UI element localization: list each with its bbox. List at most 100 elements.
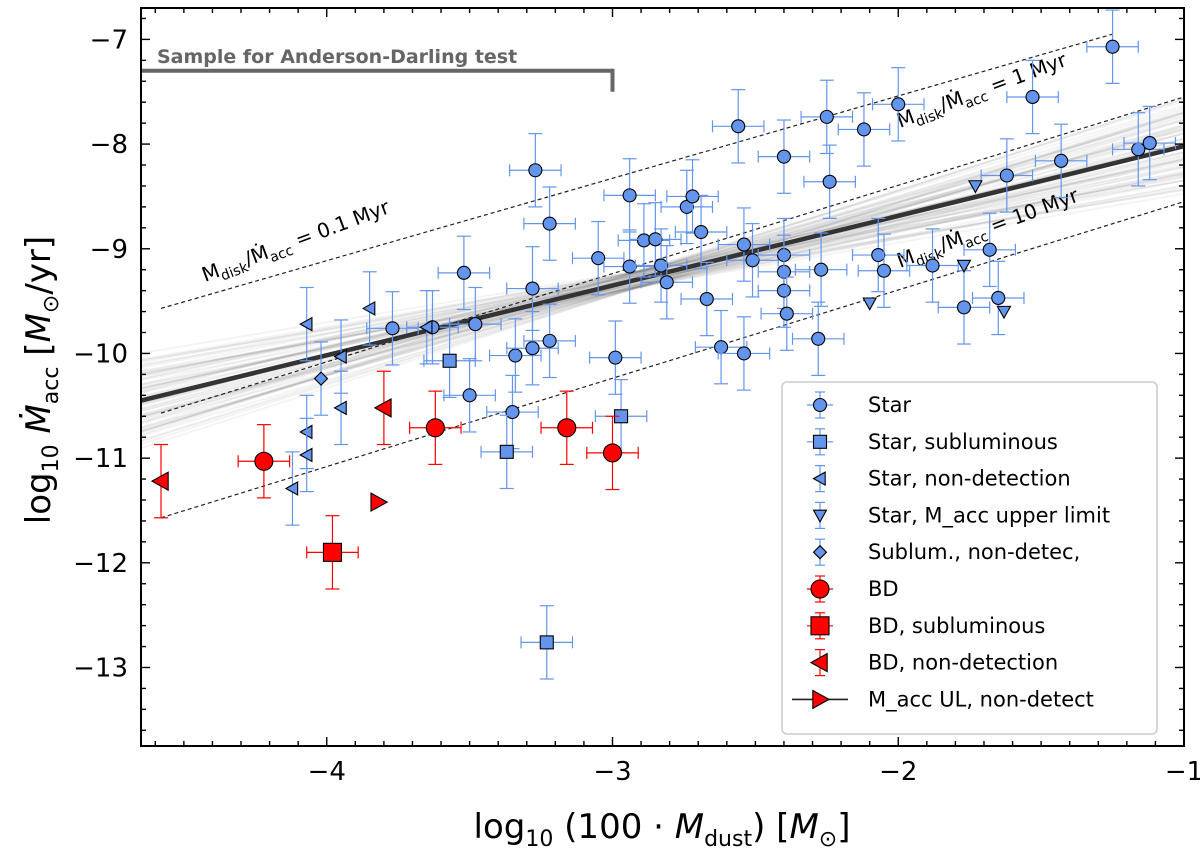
data-point [862,297,878,311]
data-point [819,109,834,124]
data-point [542,333,557,348]
data-point [622,259,637,274]
data-point [654,258,669,273]
legend-marker [812,471,826,487]
data-point [856,122,872,137]
best-fit-line [141,143,1184,403]
y-tick-label: −7 [90,25,128,55]
data-point [254,451,274,471]
legend-marker [809,652,828,673]
legend-label: Star, subluminous [868,430,1058,454]
data-point [299,447,313,463]
data-point [542,216,557,231]
fit-line-group [141,143,1184,403]
data-point [991,290,1006,306]
x-tick-label: −3 [593,757,631,787]
data-point [776,149,791,164]
sample-annotation: Sample for Anderson-Darling test [141,46,615,92]
ref-label-1-myr: Mdisk/Ṁacc = 1 Myr [893,47,1072,136]
data-point [699,291,714,307]
legend-item: BD [807,575,899,603]
y-tick-label: −12 [73,549,128,579]
data-point [299,316,313,332]
series-sublum-non-detec- [313,341,329,416]
data-point [313,371,329,386]
data-point [591,251,606,266]
data-point [776,283,791,298]
data-point [1142,135,1157,151]
data-point [528,163,543,178]
legend-label: M_acc UL, non-detect [868,687,1094,712]
data-point [1105,39,1120,54]
data-point [442,353,457,368]
y-tick-label: −13 [73,653,128,683]
data-point [385,321,400,336]
legend-marker [812,397,828,413]
data-point [694,224,709,240]
data-point [462,388,477,403]
legend-item: Star, non-detection [812,465,1071,493]
data-point [525,341,540,356]
data-point [1054,153,1069,168]
legend-label: Star [868,393,911,417]
data-point [539,635,554,650]
legend: Star Star, subluminous Star, non-detection… [781,381,1158,735]
data-point [608,350,623,365]
series-bd-subluminous [306,515,359,590]
series-bd [237,390,639,499]
data-point [525,281,540,296]
data-point [333,400,347,416]
data-point [982,242,997,257]
series-star-non-detection [284,271,434,526]
plot-frame [140,7,1185,747]
legend-item: Sublum., non-detec, [812,538,1080,566]
data-point [925,258,940,273]
data-point [967,180,983,194]
x-tick-label: −1 [1165,757,1200,787]
data-point [468,317,483,332]
y-tick-label: −10 [73,339,128,369]
legend-label: BD [868,577,899,601]
y-tick-label: −8 [90,130,128,160]
x-tick-label: −2 [879,757,917,787]
reference-line-2 [160,201,1184,519]
data-point [714,340,729,355]
data-point [822,174,837,189]
legend-item: Star, subluminous [807,428,1058,456]
legend-item: BD, non-detection [809,648,1058,677]
data-point [814,262,829,277]
data-point [1025,89,1040,105]
data-point [956,300,972,315]
data-point [871,247,886,263]
data-point [150,471,169,492]
legend-marker [812,509,828,524]
data-points [150,9,1177,680]
data-point [891,97,906,112]
axis-ticks [141,8,1185,746]
data-point [779,306,794,321]
legend-item: Star [807,391,911,419]
data-point [361,300,376,316]
data-point [659,275,674,290]
legend-item: M_acc UL, non-detect [792,687,1094,712]
data-point [731,119,746,134]
series-bd-non-detection [150,370,392,519]
legend-marker [810,579,830,599]
posterior-sample-line [141,110,1184,442]
y-tick-label: −11 [73,444,128,474]
legend-label: BD, non-detection [868,651,1058,675]
data-point [622,188,637,203]
legend-item: Star, M_acc upper limit [812,501,1110,530]
series-m-acc-ul-non-detect [370,492,389,513]
y-axis-label: log10 Ṁacc [M⊙/yr] [19,236,64,524]
data-point [284,481,299,496]
data-point [745,253,760,268]
data-point [996,305,1012,320]
data-point [425,418,445,438]
y-tick-label: −9 [90,235,128,265]
data-point [811,331,826,346]
data-point [322,542,343,562]
data-point [602,443,623,463]
ref-label-0.1-myr: Mdisk/Ṁacc = 0.1 Myr [198,194,394,290]
